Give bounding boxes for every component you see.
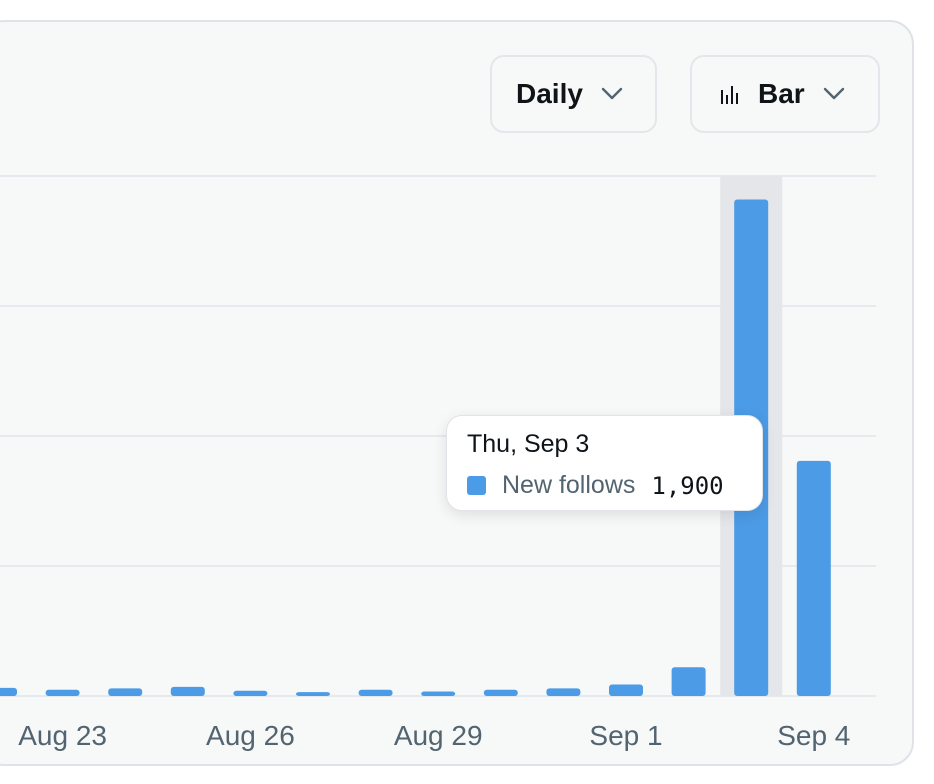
chart-type-dropdown-label: Bar <box>758 78 805 109</box>
bar-aug-30[interactable] <box>483 689 518 696</box>
x-tick-label: Aug 23 <box>18 720 107 751</box>
chart-type-dropdown[interactable]: Bar <box>690 55 880 133</box>
chart-tooltip: Thu, Sep 3 New follows 1,900 <box>446 415 763 511</box>
bar-aug-25[interactable] <box>170 686 205 696</box>
bar-aug-29[interactable] <box>421 691 456 696</box>
tooltip-value: 1,900 <box>651 471 724 500</box>
x-tick-label: Aug 26 <box>206 720 295 751</box>
bar-sep-1[interactable] <box>609 684 643 696</box>
x-tick-label: Aug 29 <box>394 720 483 751</box>
bars <box>0 199 831 697</box>
x-tick-label: Sep 1 <box>589 720 662 751</box>
bar-aug-24[interactable] <box>108 688 143 696</box>
tooltip-series-swatch <box>467 476 486 495</box>
bar-aug-26[interactable] <box>233 690 268 696</box>
chevron-down-icon <box>823 87 844 100</box>
interval-dropdown-label: Daily <box>516 78 583 109</box>
bar-sep-4[interactable] <box>796 460 831 696</box>
bar-aug-28[interactable] <box>358 689 393 696</box>
x-tick-label: Sep 4 <box>777 720 850 751</box>
tooltip-date: Thu, Sep 3 <box>467 430 590 458</box>
bar-aug-23[interactable] <box>45 689 80 696</box>
chevron-down-icon <box>601 87 623 100</box>
x-axis-ticks: Aug 23 Aug 26 Aug 29 Sep 1 Sep 4 <box>18 720 850 751</box>
interval-dropdown[interactable]: Daily <box>490 55 657 133</box>
tooltip-series-name: New follows <box>502 471 636 499</box>
bar-sep-2[interactable] <box>671 667 706 696</box>
bar-chart-icon <box>721 86 738 104</box>
bar-aug-27[interactable] <box>296 692 330 696</box>
bar-aug-31[interactable] <box>546 688 581 696</box>
bar-aug-22[interactable] <box>0 687 17 696</box>
